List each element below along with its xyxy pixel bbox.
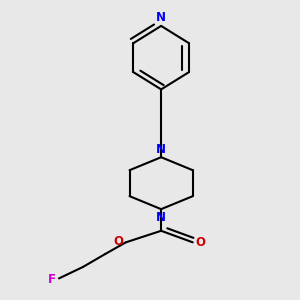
Text: N: N — [156, 11, 166, 25]
Text: N: N — [156, 143, 166, 156]
Text: O: O — [196, 236, 206, 249]
Text: O: O — [113, 235, 123, 248]
Text: F: F — [48, 273, 56, 286]
Text: N: N — [156, 211, 166, 224]
